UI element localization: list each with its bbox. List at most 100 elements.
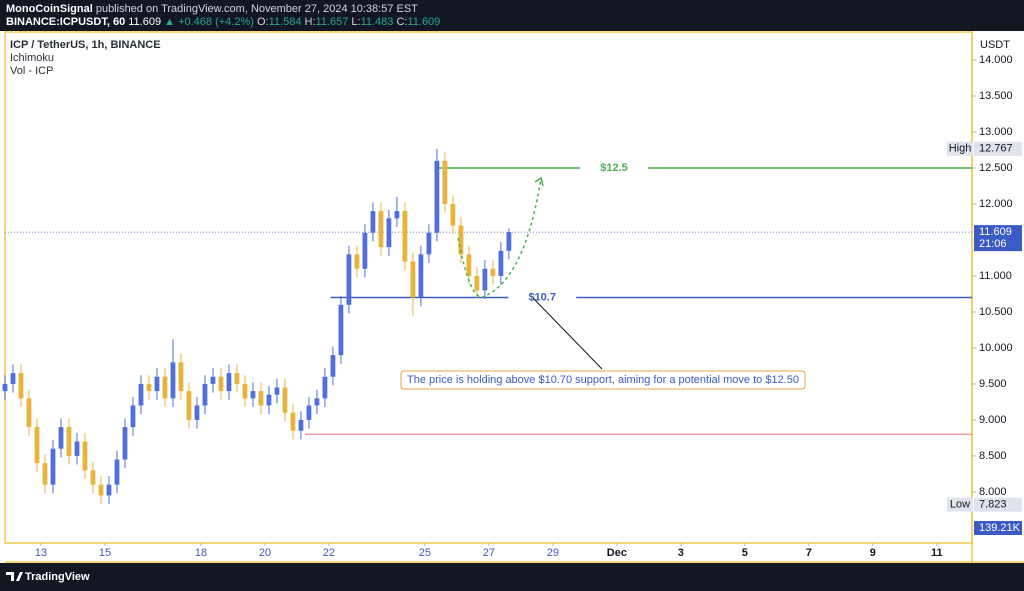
y-tick-label: 14.000 xyxy=(979,54,1013,66)
c-value: 11.609 xyxy=(407,16,440,28)
candle-body xyxy=(322,376,328,399)
low-value: 7.823 xyxy=(979,499,1007,511)
x-tick-label: 22 xyxy=(323,547,335,559)
candle-body xyxy=(50,448,56,485)
level-label: $12.5 xyxy=(600,162,628,174)
candle-body xyxy=(346,254,352,305)
candle-body xyxy=(98,484,104,496)
x-tick-label: 18 xyxy=(195,547,207,559)
projection-arrowhead xyxy=(534,176,544,187)
header-bar xyxy=(0,0,1024,31)
h-key: H: xyxy=(305,16,316,28)
candle-body xyxy=(226,373,232,392)
candle-body xyxy=(426,232,432,255)
h-value: 11.657 xyxy=(316,16,349,28)
candle-body xyxy=(178,362,184,392)
candle-body xyxy=(370,211,376,233)
candle-body xyxy=(434,160,440,233)
symbol-line: BINANCE:ICPUSDT, 60 11.609 ▲ +0.468 (+4.… xyxy=(6,16,440,28)
candle-body xyxy=(146,383,152,392)
legend-symbol: ICP / TetherUS, 1h, BINANCE xyxy=(10,39,161,51)
legend-ichimoku: Ichimoku xyxy=(10,52,54,64)
candle-body xyxy=(298,419,304,431)
annotation-box xyxy=(400,370,806,390)
plot-frame xyxy=(4,31,973,544)
brand-logo xyxy=(6,572,23,581)
candle-body xyxy=(498,250,504,276)
high-value-box xyxy=(974,141,1022,156)
projection-arc xyxy=(457,177,542,298)
symbol: BINANCE:ICPUSDT, 60 xyxy=(6,16,125,28)
x-tick-label: 29 xyxy=(547,547,559,559)
c-key: C: xyxy=(396,16,407,28)
countdown: 21:06 xyxy=(979,238,1007,250)
candle-body xyxy=(306,405,312,420)
l-value: 11.483 xyxy=(361,16,394,28)
candle-body xyxy=(202,383,208,406)
y-tick-label: 13.000 xyxy=(979,126,1013,138)
candle-body xyxy=(58,427,64,449)
axis-unit: USDT xyxy=(980,39,1010,51)
y-tick-label: 12.500 xyxy=(979,162,1013,174)
low-label: Low xyxy=(950,499,970,511)
plot: $12.5 $10.7 xyxy=(2,148,972,505)
x-tick-label: 27 xyxy=(483,547,495,559)
candle-body xyxy=(394,211,400,219)
candle-body xyxy=(266,394,272,406)
candle-body xyxy=(482,268,488,291)
annotation: The price is holding above $10.70 suppor… xyxy=(407,374,799,386)
candle-body xyxy=(282,387,288,413)
level-label: $10.7 xyxy=(528,291,556,303)
low-label-box xyxy=(947,497,973,512)
candle-body xyxy=(442,160,448,204)
y-tick-label: 9.000 xyxy=(979,414,1007,426)
candle-body xyxy=(162,376,168,399)
candle-body xyxy=(26,398,32,428)
candle-body xyxy=(450,203,456,226)
last-price-tag xyxy=(974,225,1022,252)
published: published on TradingView.com, November 2… xyxy=(96,3,418,15)
candle-body xyxy=(506,232,512,251)
author: MonoCoinSignal xyxy=(6,3,93,15)
last: 11.609 xyxy=(128,16,161,28)
candle-body xyxy=(114,459,120,485)
header-line: MonoCoinSignal published on TradingView.… xyxy=(6,3,418,15)
candle-body xyxy=(194,405,200,420)
candle-body xyxy=(18,373,24,399)
x-tick-label: 9 xyxy=(870,547,876,559)
x-tick-label: 3 xyxy=(678,547,684,559)
x-tick-label: 11 xyxy=(931,547,943,559)
high-label: High xyxy=(949,143,972,155)
high-value: 12.767 xyxy=(979,143,1013,155)
candle-body xyxy=(42,463,48,485)
low-value-box xyxy=(974,497,1022,512)
o-key: O: xyxy=(257,16,269,28)
candle-body xyxy=(106,484,112,496)
x-tick-label: 5 xyxy=(742,547,748,559)
y-tick-label: 13.500 xyxy=(979,90,1013,102)
candle-body xyxy=(466,254,472,276)
candle-body xyxy=(186,391,192,420)
candle-body xyxy=(274,387,280,395)
legend-volume: Vol - ICP xyxy=(10,65,53,77)
candle-body xyxy=(490,268,496,276)
candle-body xyxy=(74,441,80,456)
candle-body xyxy=(66,427,72,456)
annotation-pointer xyxy=(532,297,603,370)
x-tick-label: 13 xyxy=(35,547,47,559)
footer-bar xyxy=(0,563,1024,591)
candle-body xyxy=(82,441,88,471)
x-tick-label: 25 xyxy=(419,547,431,559)
y-tick-label: 10.500 xyxy=(979,306,1013,318)
l-key: L: xyxy=(351,16,360,28)
volume-label: 139.21K xyxy=(979,522,1021,534)
candle-body xyxy=(90,470,96,485)
change: ▲ +0.468 (+4.2%) xyxy=(164,16,254,28)
candle-body xyxy=(154,376,160,392)
candle-body xyxy=(210,376,216,384)
candle-body xyxy=(250,391,256,399)
candle-body xyxy=(378,211,384,248)
candle-body xyxy=(290,412,296,431)
